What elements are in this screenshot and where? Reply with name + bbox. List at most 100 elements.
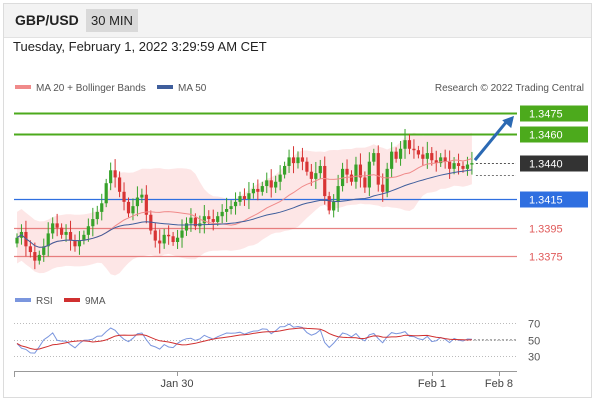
candle-body	[28, 246, 32, 253]
candle-body	[233, 201, 238, 207]
candle-body	[122, 191, 126, 202]
candle-body	[117, 177, 122, 192]
candle-body	[202, 216, 206, 224]
resistance-level-tag	[520, 126, 588, 143]
ma50-legend-swatch	[157, 85, 173, 89]
candle-body	[193, 217, 197, 227]
candle-body	[283, 165, 287, 175]
candle-body	[381, 184, 385, 192]
candle-body	[100, 203, 104, 212]
candle-body	[42, 246, 46, 255]
candle-body	[363, 177, 367, 188]
chart-datetime: Tuesday, February 1, 2022 3:29:59 AM CET	[13, 39, 267, 54]
candle-body	[256, 188, 260, 192]
candle-body	[260, 186, 264, 192]
candle-body	[95, 211, 99, 220]
candle-body	[421, 154, 425, 159]
candle-body	[470, 163, 474, 165]
candle-body	[425, 153, 429, 159]
candle-body	[305, 161, 309, 172]
candle-body	[412, 148, 416, 151]
candle-body	[229, 206, 233, 210]
candle-body	[46, 233, 50, 247]
support-level-label: 1.3375	[529, 252, 563, 264]
candle-body	[153, 230, 157, 241]
current-level-tag	[520, 155, 588, 172]
candle-body	[336, 186, 340, 202]
candle-body	[327, 196, 331, 211]
candle-body	[274, 181, 278, 188]
pivot-level-label: 1.3415	[529, 195, 563, 207]
candle-body	[51, 223, 55, 234]
candle-body	[225, 209, 229, 212]
rsi-tick-label: 70	[528, 319, 540, 331]
candle-body	[416, 150, 420, 155]
candle-body	[140, 194, 144, 198]
chart-legend: MA 20 + Bollinger Bands MA 50 Research ©…	[15, 83, 584, 307]
candle-body	[314, 173, 318, 179]
candle-body	[37, 254, 41, 261]
x-axis-label: Jan 30	[160, 378, 193, 390]
candle-body	[216, 216, 220, 222]
candle-body	[184, 223, 189, 231]
candle-body	[73, 240, 77, 247]
candle-body	[167, 234, 171, 237]
candle-body	[171, 236, 175, 243]
candle-body	[68, 231, 73, 241]
timeframe-button[interactable]: 30 MIN	[86, 9, 138, 32]
candle-body	[376, 153, 380, 185]
ma9-legend-swatch	[64, 298, 80, 302]
x-axis-label: Feb 8	[485, 378, 513, 390]
candle-body	[309, 171, 313, 179]
candle-body	[323, 165, 327, 197]
current-level-label: 1.3440	[529, 159, 563, 171]
candle-body	[407, 140, 412, 149]
candle-body	[55, 223, 59, 228]
candle-body	[77, 240, 82, 247]
chart-panel: GBP/USD 30 MIN	[3, 3, 592, 398]
research-credit: Research © 2022 Trading Central	[435, 83, 584, 94]
candle-body	[430, 153, 434, 161]
pivot-level-tag	[520, 191, 588, 208]
ma20-legend-swatch	[15, 85, 31, 89]
candle-body	[354, 164, 358, 182]
candle-body	[434, 160, 438, 164]
candle-body	[86, 226, 90, 235]
resistance-level-label: 1.3475	[529, 109, 563, 121]
candle-body	[144, 194, 148, 215]
candle-body	[135, 197, 140, 207]
ma20-legend-label: MA 20 + Bollinger Bands	[36, 83, 146, 94]
candle-body	[291, 157, 296, 164]
candle-body	[345, 168, 349, 175]
candle-body	[465, 164, 470, 169]
candle-body	[60, 227, 64, 235]
candle-body	[251, 188, 255, 194]
resistance-level-label: 1.3460	[529, 130, 563, 142]
candle-body	[349, 174, 354, 182]
candle-body	[33, 252, 37, 261]
candle-body	[162, 234, 166, 244]
candle-body	[452, 163, 456, 169]
candle-body	[439, 157, 443, 164]
candle-body	[390, 151, 394, 169]
candle-body	[358, 164, 363, 178]
candle-body	[15, 237, 19, 244]
rsi-tick-label: 30	[528, 352, 540, 364]
candle-body	[189, 217, 193, 224]
candle-body	[403, 140, 407, 149]
candle-body	[247, 193, 251, 199]
ma50-line	[16, 169, 472, 248]
candle-body	[207, 216, 211, 220]
rsi-line	[16, 323, 472, 354]
candle-body	[126, 201, 131, 214]
ma50-legend-label: MA 50	[178, 83, 207, 94]
candle-body	[278, 174, 282, 182]
candle-body	[367, 161, 371, 188]
candle-body	[220, 211, 224, 217]
candle-body	[372, 153, 376, 162]
candle-body	[64, 231, 68, 235]
rsi-ma-line	[16, 327, 472, 350]
candle-body	[175, 237, 180, 243]
candle-body	[180, 230, 184, 238]
candle-body	[385, 168, 389, 192]
